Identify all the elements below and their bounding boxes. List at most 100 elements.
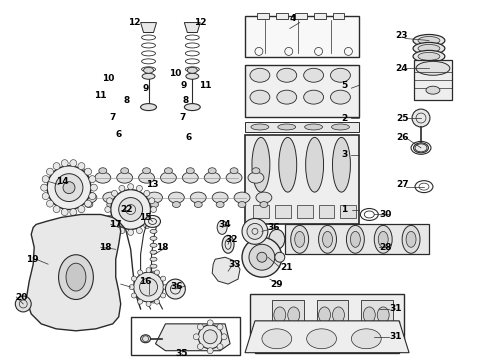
Circle shape xyxy=(275,252,285,262)
Text: 33: 33 xyxy=(228,260,241,269)
Circle shape xyxy=(89,193,96,199)
Text: 9: 9 xyxy=(180,81,187,90)
Text: 5: 5 xyxy=(342,81,348,90)
Ellipse shape xyxy=(95,172,111,183)
Ellipse shape xyxy=(121,168,129,174)
Ellipse shape xyxy=(333,138,350,192)
Ellipse shape xyxy=(238,202,246,207)
Text: 27: 27 xyxy=(396,180,409,189)
Ellipse shape xyxy=(418,53,440,60)
Ellipse shape xyxy=(150,202,158,207)
Bar xyxy=(250,294,404,339)
Ellipse shape xyxy=(262,329,292,349)
Ellipse shape xyxy=(250,68,270,82)
Text: 24: 24 xyxy=(395,64,408,73)
Circle shape xyxy=(197,324,203,330)
Circle shape xyxy=(128,229,134,235)
Ellipse shape xyxy=(142,73,155,79)
Circle shape xyxy=(63,182,75,194)
Bar xyxy=(317,300,348,330)
Ellipse shape xyxy=(226,172,242,183)
Circle shape xyxy=(242,237,282,277)
Ellipse shape xyxy=(277,68,297,82)
Bar xyxy=(294,13,307,19)
Bar xyxy=(257,13,269,19)
Ellipse shape xyxy=(150,264,157,268)
Circle shape xyxy=(149,215,155,221)
Circle shape xyxy=(161,276,166,281)
Text: 18: 18 xyxy=(99,243,111,252)
Ellipse shape xyxy=(145,216,161,228)
Circle shape xyxy=(203,330,217,344)
Text: 13: 13 xyxy=(146,180,158,189)
Text: 16: 16 xyxy=(139,276,151,285)
Ellipse shape xyxy=(150,292,157,296)
Ellipse shape xyxy=(129,202,137,207)
Ellipse shape xyxy=(252,168,260,174)
Text: 3: 3 xyxy=(342,150,348,159)
Circle shape xyxy=(47,200,53,207)
Text: 22: 22 xyxy=(121,205,133,214)
Text: 9: 9 xyxy=(143,84,149,93)
Circle shape xyxy=(111,190,150,229)
Circle shape xyxy=(221,334,227,340)
Ellipse shape xyxy=(413,35,445,46)
Bar xyxy=(253,204,269,219)
Ellipse shape xyxy=(117,172,133,183)
Text: 18: 18 xyxy=(156,243,169,252)
Circle shape xyxy=(53,206,60,213)
Ellipse shape xyxy=(85,202,93,207)
Circle shape xyxy=(150,207,156,212)
Bar xyxy=(414,60,452,100)
Ellipse shape xyxy=(307,329,337,349)
Circle shape xyxy=(166,279,185,299)
Ellipse shape xyxy=(150,243,157,247)
Ellipse shape xyxy=(143,168,150,174)
Ellipse shape xyxy=(172,202,180,207)
Circle shape xyxy=(70,160,77,167)
Text: 11: 11 xyxy=(199,81,212,90)
Ellipse shape xyxy=(377,307,389,323)
Ellipse shape xyxy=(234,192,250,203)
Ellipse shape xyxy=(212,192,228,203)
Ellipse shape xyxy=(190,192,206,203)
Circle shape xyxy=(61,209,68,216)
Circle shape xyxy=(138,299,143,304)
Bar xyxy=(341,204,356,219)
Ellipse shape xyxy=(331,90,350,104)
Ellipse shape xyxy=(184,104,200,111)
Text: 15: 15 xyxy=(139,213,151,222)
Polygon shape xyxy=(141,23,156,32)
Ellipse shape xyxy=(141,104,156,111)
Ellipse shape xyxy=(426,86,440,94)
Ellipse shape xyxy=(208,168,216,174)
Circle shape xyxy=(207,348,213,354)
Ellipse shape xyxy=(252,138,270,192)
Ellipse shape xyxy=(217,220,227,234)
Polygon shape xyxy=(184,23,200,32)
Circle shape xyxy=(129,284,134,289)
Bar xyxy=(314,13,325,19)
Ellipse shape xyxy=(351,329,381,349)
Ellipse shape xyxy=(230,168,238,174)
Ellipse shape xyxy=(416,61,450,75)
Ellipse shape xyxy=(81,192,97,203)
Text: 30: 30 xyxy=(379,210,392,219)
Circle shape xyxy=(144,190,150,196)
Text: 29: 29 xyxy=(270,280,282,289)
Ellipse shape xyxy=(195,202,202,207)
Ellipse shape xyxy=(150,299,157,303)
Bar xyxy=(245,122,359,132)
Bar xyxy=(245,135,359,224)
Ellipse shape xyxy=(418,36,440,44)
Circle shape xyxy=(70,209,77,216)
Circle shape xyxy=(128,184,134,190)
Ellipse shape xyxy=(279,138,297,192)
Ellipse shape xyxy=(402,225,420,253)
Ellipse shape xyxy=(250,90,270,104)
Bar xyxy=(318,204,335,219)
Bar xyxy=(361,300,393,330)
Ellipse shape xyxy=(59,255,94,300)
Bar xyxy=(245,15,359,57)
Text: 4: 4 xyxy=(290,14,296,23)
